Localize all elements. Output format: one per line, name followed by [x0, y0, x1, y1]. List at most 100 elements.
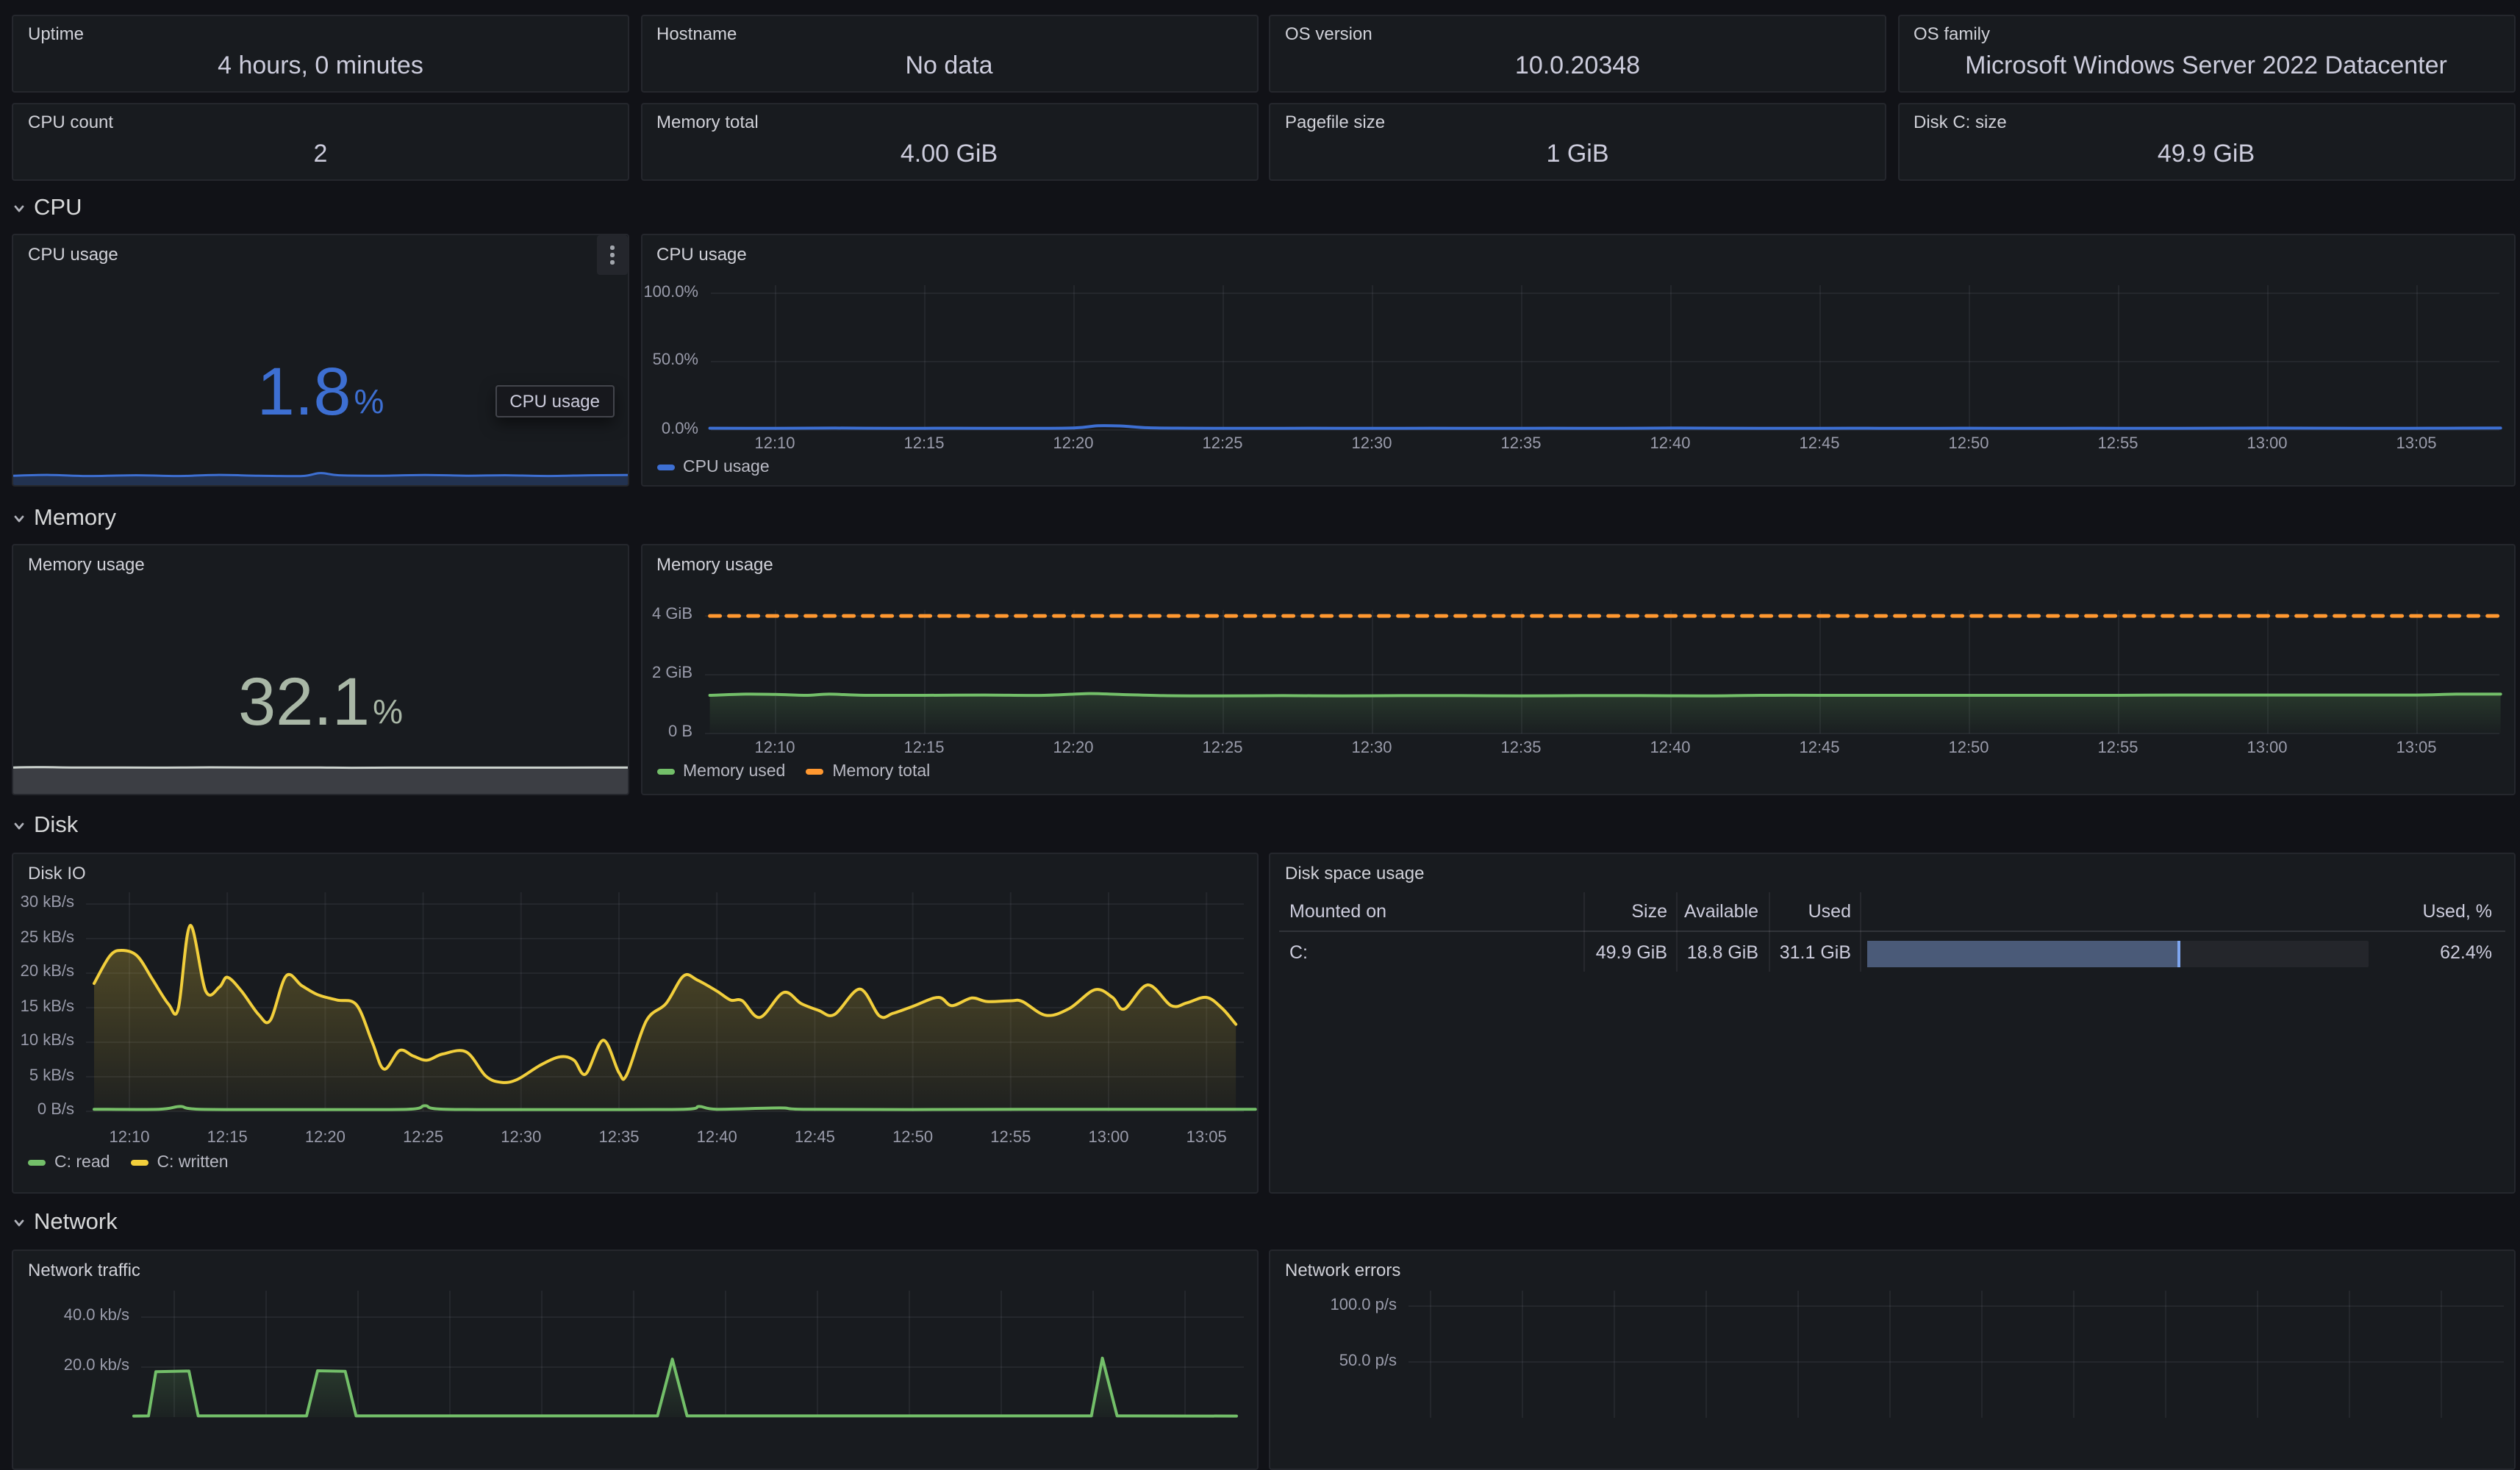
x-tick-label: 12:35 [1500, 435, 1542, 453]
legend-swatch [130, 1160, 148, 1166]
panel-title[interactable]: Memory usage [656, 554, 773, 575]
panel-menu-kebab-icon[interactable] [597, 235, 628, 275]
series-line [707, 692, 2502, 698]
legend-swatch [806, 769, 824, 775]
table-header [1279, 892, 2505, 932]
stat-title[interactable]: Uptime [28, 24, 85, 44]
x-tick-label: 12:15 [207, 1129, 248, 1147]
stat-value: 4.00 GiB [900, 139, 998, 167]
x-tick-label: 12:15 [903, 435, 945, 453]
chevron-down-icon [14, 205, 24, 212]
legend-label: Memory used [683, 763, 786, 781]
panel-title[interactable]: Disk space usage [1285, 863, 1425, 883]
panel-cpu-usage-chart: CPU usage 0.0% 50.0% 100.0% 12:10 12:15 12:20… [640, 234, 2515, 487]
stat-panel-uptime: Uptime 4 hours, 0 minutes [12, 15, 629, 93]
section-header-disk[interactable]: Disk [12, 808, 78, 844]
used-percent-bar [1867, 941, 2369, 967]
x-tick-label: 12:10 [754, 739, 795, 757]
stat-panel-pagefile-size: Pagefile size 1 GiB [1269, 103, 1886, 181]
network_traffic-plot[interactable] [13, 1251, 1258, 1470]
y-tick-label: 0 B [667, 723, 692, 741]
panel-cpu-usage-stat: CPU usage 1.8 % CPU usage [12, 234, 629, 487]
x-tick-label: 12:25 [403, 1129, 444, 1147]
stat-title[interactable]: Pagefile size [1285, 112, 1386, 132]
chevron-down-icon [14, 822, 24, 830]
legend-item[interactable]: C: written [130, 1154, 229, 1172]
stat-title[interactable]: Memory total [656, 112, 759, 132]
col-header-used[interactable]: Used [1808, 901, 1851, 922]
legend-item[interactable]: Memory used [656, 763, 785, 781]
col-header-mounted-on[interactable]: Mounted on [1289, 901, 1387, 922]
section-header-network[interactable]: Network [12, 1205, 118, 1241]
cell-used: 31.1 GiB [1779, 942, 1851, 963]
x-tick-label: 12:50 [892, 1129, 934, 1147]
x-tick-label: 13:05 [1186, 1129, 1227, 1147]
legend-label: C: read [54, 1154, 110, 1172]
legend-item[interactable]: C: read [28, 1154, 110, 1172]
stat-title[interactable]: OS version [1285, 24, 1372, 44]
stat-title[interactable]: OS family [1914, 24, 1991, 44]
panel-memory-usage-chart: Memory usage 0 B 2 GiB 4 GiB 12:10 12:15 12:2… [640, 544, 2515, 795]
stat-value: 49.9 GiB [2157, 139, 2255, 167]
series-area [94, 925, 1236, 1111]
y-tick-label: 100.0% [643, 283, 698, 301]
section-header-memory[interactable]: Memory [12, 501, 116, 537]
legend-label: CPU usage [683, 459, 770, 476]
panel-title[interactable]: CPU usage [656, 244, 747, 265]
col-header-available[interactable]: Available [1683, 901, 1758, 922]
network_errors-plot[interactable] [1270, 1251, 2515, 1470]
x-tick-label: 12:30 [1351, 435, 1392, 453]
stat-value: Microsoft Windows Server 2022 Datacenter [1965, 51, 2447, 79]
panel-title[interactable]: Memory usage [28, 554, 145, 575]
y-tick-label: 40.0 kb/s [63, 1307, 129, 1324]
chevron-down-icon [14, 1219, 24, 1227]
stat-title[interactable]: CPU count [28, 112, 114, 132]
y-tick-label: 0 B/s [37, 1101, 74, 1119]
chevron-down-icon [14, 515, 24, 523]
section-title: CPU [34, 196, 82, 220]
stat-panel-cpu-count: CPU count 2 [12, 103, 629, 181]
x-tick-label: 13:05 [2396, 435, 2437, 453]
x-tick-label: 12:45 [1799, 435, 1840, 453]
panel-title[interactable]: Network errors [1285, 1260, 1401, 1280]
x-tick-label: 12:20 [1053, 739, 1094, 757]
y-tick-label: 15 kB/s [20, 997, 74, 1015]
column-divider [1768, 892, 1769, 972]
legend: C: read C: written [28, 1154, 229, 1172]
disk_io-plot[interactable] [13, 854, 1258, 1194]
panel-title[interactable]: Network traffic [28, 1260, 140, 1280]
x-tick-label: 13:00 [2247, 739, 2288, 757]
legend-item[interactable]: CPU usage [656, 459, 770, 476]
series-line [93, 924, 1238, 1084]
y-tick-label: 100.0 p/s [1330, 1296, 1397, 1313]
panel-network-traffic-chart: Network traffic 20.0 kb/s 40.0 kb/s [12, 1250, 1258, 1470]
stat-title[interactable]: Disk C: size [1914, 112, 2007, 132]
x-tick-label: 12:55 [2097, 435, 2138, 453]
x-tick-label: 12:40 [1650, 739, 1691, 757]
panel-title[interactable]: Disk IO [28, 863, 86, 883]
panel-network-errors-chart: Network errors 50.0 p/s 100.0 p/s [1269, 1250, 2515, 1470]
col-header-size[interactable]: Size [1631, 901, 1667, 922]
legend-swatch [28, 1160, 46, 1166]
stat-title[interactable]: Hostname [656, 24, 737, 44]
x-tick-label: 12:45 [1799, 739, 1840, 757]
x-tick-label: 12:15 [903, 739, 945, 757]
legend-item[interactable]: Memory total [806, 763, 930, 781]
stat-panel-disk-c-size: Disk C: size 49.9 GiB [1897, 103, 2515, 181]
x-tick-label: 12:50 [1948, 739, 1989, 757]
col-header-used-pct[interactable]: Used, % [2422, 901, 2493, 922]
x-tick-label: 12:40 [696, 1129, 737, 1147]
x-tick-label: 12:10 [754, 435, 795, 453]
panel-memory-usage-stat: Memory usage 32.1 % [12, 544, 629, 795]
dashboard: Uptime 4 hours, 0 minutes Hostname No da… [12, 15, 2515, 1470]
section-header-cpu[interactable]: CPU [12, 191, 82, 226]
column-divider [1676, 892, 1678, 972]
y-tick-label: 5 kB/s [29, 1066, 74, 1084]
y-tick-label: 25 kB/s [20, 928, 74, 946]
panel-disk-io-chart: Disk IO 0 B/s 5 kB/s 10 kB/s 15 kB/s 20 kB/s… [12, 853, 1258, 1194]
cpu_usage-plot[interactable] [642, 235, 2515, 487]
stat-panel-memory-total: Memory total 4.00 GiB [640, 103, 1258, 181]
stat-value: 1 GiB [1546, 139, 1609, 167]
memory_usage-plot[interactable] [642, 545, 2515, 795]
panel-title[interactable]: CPU usage [28, 244, 118, 265]
